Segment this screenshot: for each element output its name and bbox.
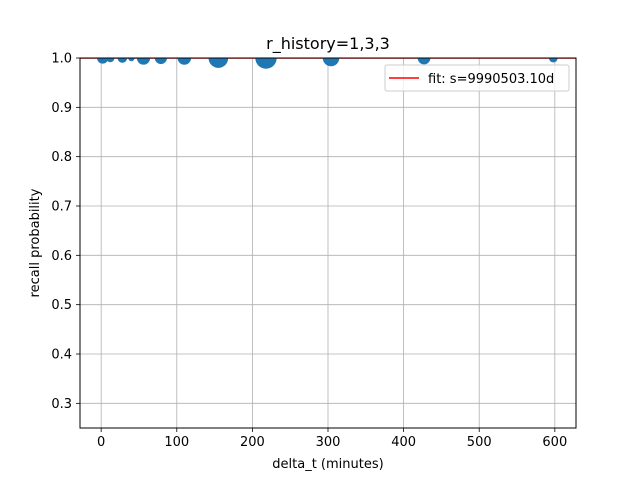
y-tick-label: 0.9	[51, 101, 72, 116]
scatter-point	[177, 58, 192, 65]
x-tick-label: 0	[97, 435, 105, 450]
scatter-point	[97, 58, 109, 64]
x-tick-label: 200	[240, 435, 265, 450]
x-tick-label: 600	[542, 435, 567, 450]
scatter-point	[128, 58, 135, 62]
y-tick-label: 0.4	[51, 348, 72, 363]
legend-box	[384, 64, 570, 92]
x-axis-label: delta_t (minutes)	[272, 457, 383, 472]
scatter-point	[106, 58, 115, 63]
x-tick-label: 500	[467, 435, 492, 450]
x-tick-label: 400	[391, 435, 416, 450]
y-tick-label: 0.5	[51, 298, 72, 313]
x-tick-label: 100	[164, 435, 189, 450]
scatter-point	[255, 58, 277, 69]
scatter-point	[154, 58, 167, 65]
legend: fit: s=9990503.10d	[384, 64, 570, 92]
scatter-point	[136, 58, 151, 65]
scatter-point	[548, 58, 558, 63]
y-tick-label: 0.6	[51, 249, 72, 264]
scatter-point	[322, 58, 340, 67]
legend-fit-label: fit: s=9990503.10d	[428, 72, 554, 87]
y-tick-label: 0.3	[51, 397, 72, 412]
scatter-point	[117, 58, 128, 63]
y-tick-label: 0.8	[51, 150, 72, 165]
y-tick-label: 1.0	[51, 52, 72, 67]
y-axis-label: recall probability	[28, 188, 43, 297]
plot-marks	[80, 58, 576, 69]
y-tick-label: 0.7	[51, 200, 72, 215]
chart-title: r_history=1,3,3	[266, 34, 390, 54]
scatter-point	[417, 58, 431, 65]
x-tick-label: 300	[316, 435, 341, 450]
axis-ticks: 0 100 200 300 400 500 600 0.3 0.4 0.5 0.6 0.7 0.8 0.9…	[51, 52, 567, 451]
scatter-point	[208, 58, 229, 68]
